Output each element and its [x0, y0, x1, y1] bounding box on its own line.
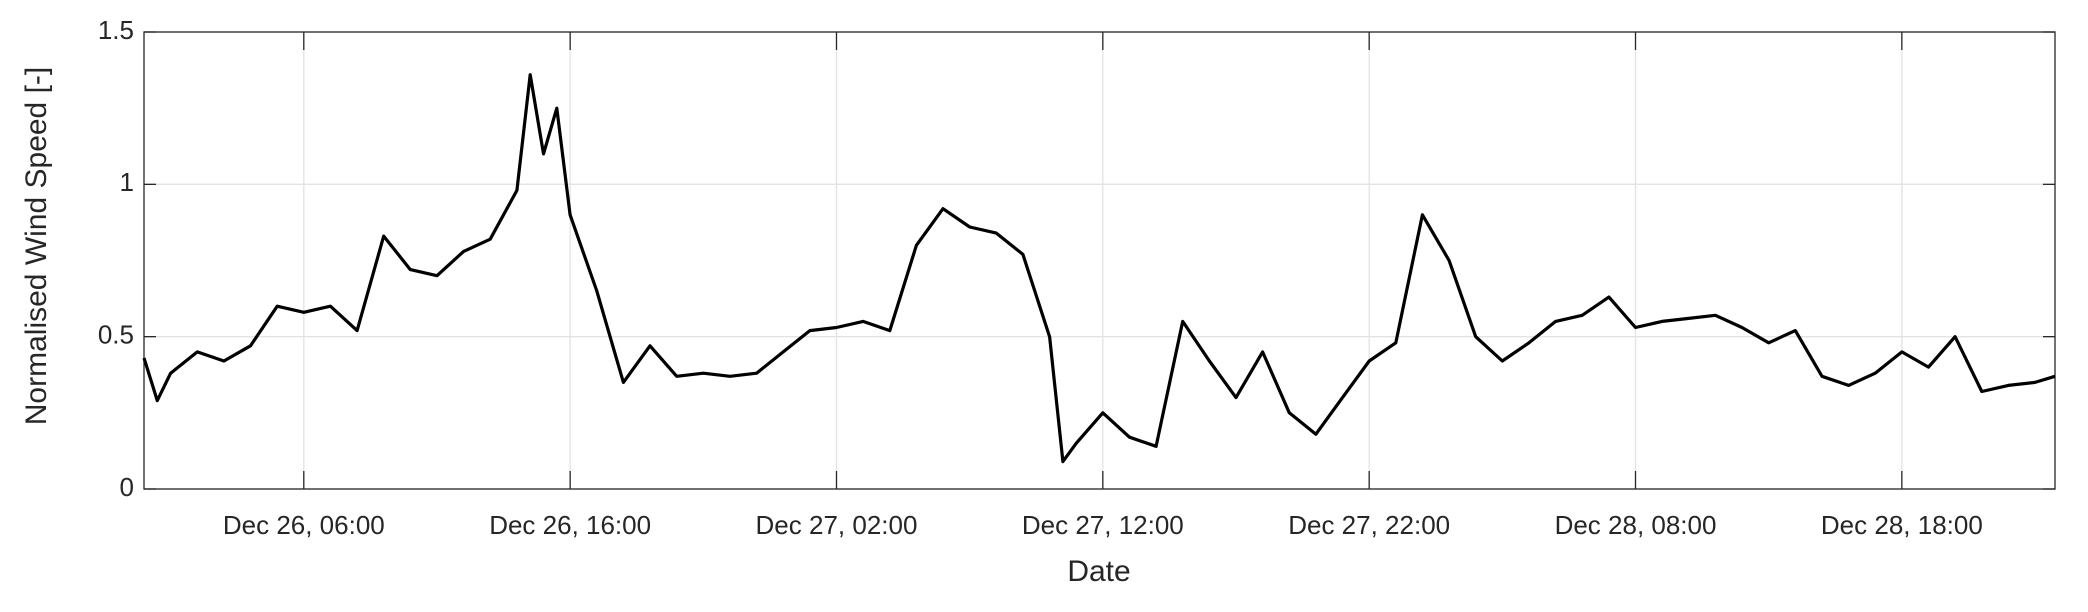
y-tick-label: 1.5: [98, 15, 134, 45]
y-axis-label: Normalised Wind Speed [-]: [20, 67, 53, 425]
x-tick-label: Dec 26, 06:00: [223, 510, 385, 540]
x-tick-label: Dec 28, 08:00: [1555, 510, 1717, 540]
y-tick-label: 0.5: [98, 320, 134, 350]
x-axis-label: Date: [1067, 555, 1130, 588]
x-tick-label: Dec 27, 02:00: [756, 510, 918, 540]
x-tick-label: Dec 27, 12:00: [1022, 510, 1184, 540]
plot-frame: [143, 31, 2056, 490]
y-tick-label: 1: [120, 167, 134, 197]
data-line: [142, 73, 2056, 464]
x-tick-label: Dec 26, 16:00: [489, 510, 651, 540]
y-tick-label: 0: [120, 472, 134, 502]
x-tick-label: Dec 28, 18:00: [1821, 510, 1983, 540]
x-tick-label: Dec 27, 22:00: [1288, 510, 1450, 540]
